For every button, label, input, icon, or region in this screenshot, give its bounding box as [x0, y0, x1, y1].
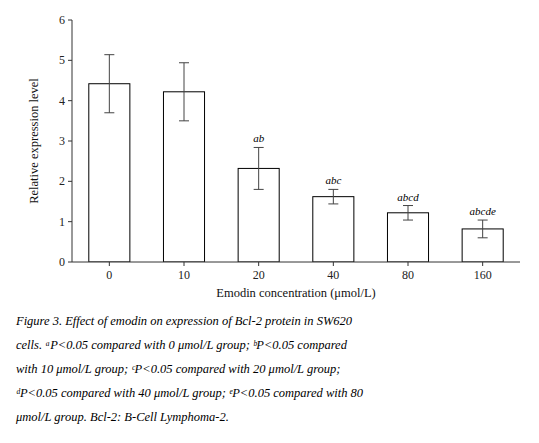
y-axis: [72, 20, 73, 262]
caption-line: μmol/L group. Bcl-2: B-Cell Lymphoma-2.: [15, 410, 229, 424]
annotation: abc: [325, 174, 341, 186]
y-tick-label: 4: [59, 94, 65, 108]
error-cap: [403, 205, 413, 206]
x-tick-label: 10: [178, 268, 190, 282]
y-tick-label: 6: [59, 13, 65, 27]
error-cap: [478, 237, 488, 238]
annotation: ab: [253, 132, 265, 144]
error-bar: [104, 55, 114, 113]
bar: [313, 197, 354, 262]
chart: 0 1 2 3 4 5 6 ab abc abcd abcde 0 10 20 40 80 160 Emodin …: [0, 0, 539, 443]
x-tick: [258, 262, 259, 266]
error-line: [408, 206, 409, 221]
error-bar: [179, 63, 189, 121]
x-tick: [109, 262, 110, 266]
x-tick: [408, 262, 409, 266]
caption-line: with 10 μmol/L group; ᶜP<0.05 compared w…: [16, 362, 341, 376]
x-tick: [333, 262, 334, 266]
y-tick-label: 5: [59, 53, 65, 67]
error-line: [482, 220, 483, 238]
y-tick-label: 3: [59, 134, 65, 148]
bar: [387, 213, 428, 262]
x-tick: [482, 262, 483, 266]
error-bar: [403, 206, 413, 221]
y-tick: [68, 181, 72, 182]
error-cap: [403, 220, 413, 221]
y-tick: [68, 141, 72, 142]
error-line: [184, 63, 185, 121]
bars: [89, 55, 503, 262]
error-cap: [179, 120, 189, 121]
error-cap: [104, 54, 114, 55]
annotation: abcde: [470, 205, 496, 217]
x-tick-label: 40: [327, 268, 339, 282]
x-tick: [184, 262, 185, 266]
y-tick: [68, 262, 72, 263]
y-tick: [68, 20, 72, 21]
error-bar: [328, 189, 338, 204]
caption-line: ᵈP<0.05 compared with 40 μmol/L group; ᵉ…: [16, 386, 364, 400]
y-tick-label: 2: [59, 174, 65, 188]
x-axis-label: Emodin concentration (μmol/L): [216, 286, 375, 300]
y-tick-label: 0: [59, 255, 65, 269]
error-cap: [478, 220, 488, 221]
error-cap: [104, 112, 114, 113]
x-tick-label: 160: [474, 268, 492, 282]
y-tick-label: 1: [59, 215, 65, 229]
error-line: [109, 55, 110, 113]
error-line: [258, 147, 259, 189]
x-tick-label: 20: [253, 268, 265, 282]
y-axis-label: Relative expression level: [27, 78, 41, 204]
error-cap: [328, 203, 338, 204]
x-tick-label: 80: [402, 268, 414, 282]
error-cap: [254, 147, 264, 148]
y-tick: [68, 60, 72, 61]
caption-line: Figure 3. Effect of emodin on expression…: [15, 314, 353, 328]
error-bar: [478, 220, 488, 238]
error-bar: [254, 147, 264, 189]
x-tick-label: 0: [106, 268, 112, 282]
caption-line: cells. ᵃP<0.05 compared with 0 μmol/L gr…: [16, 338, 348, 352]
y-tick: [68, 221, 72, 222]
y-tick: [68, 100, 72, 101]
error-cap: [179, 62, 189, 63]
error-cap: [328, 189, 338, 190]
x-axis: [72, 262, 520, 263]
annotation: abcd: [397, 191, 419, 203]
error-line: [333, 189, 334, 204]
error-cap: [254, 189, 264, 190]
